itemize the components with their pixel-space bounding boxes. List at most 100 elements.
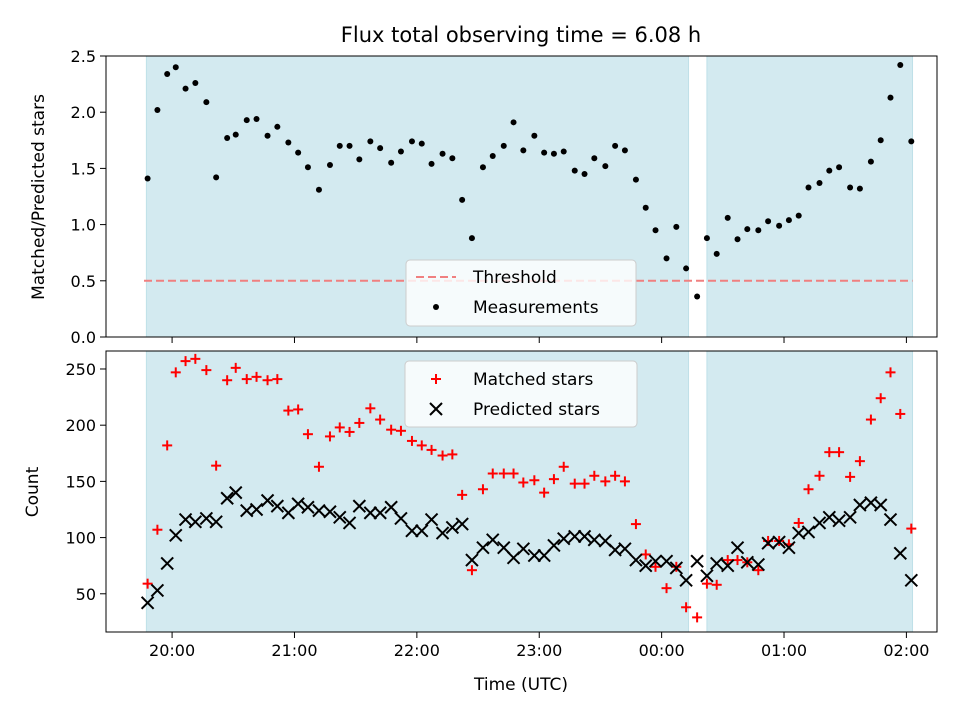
measurement-point bbox=[285, 139, 292, 146]
measurement-point bbox=[805, 184, 812, 191]
matched-star-point bbox=[354, 417, 365, 428]
predicted-star-point bbox=[384, 500, 398, 514]
predicted-star-point bbox=[883, 512, 898, 527]
measurement-point bbox=[144, 175, 151, 182]
measurement-point bbox=[847, 184, 854, 191]
matched-star-point bbox=[251, 371, 262, 382]
matched-star-point bbox=[569, 478, 580, 489]
predicted-star-point bbox=[853, 498, 867, 512]
measurement-point bbox=[459, 196, 466, 203]
predicted-star-point bbox=[730, 540, 745, 555]
matched-star-point bbox=[437, 450, 448, 461]
measurement-point bbox=[785, 217, 792, 224]
measurement-point bbox=[734, 236, 741, 243]
legend-matched-label: Matched stars bbox=[473, 370, 593, 390]
measurement-point bbox=[224, 135, 231, 142]
matched-star-point bbox=[640, 549, 651, 560]
observing-window-1 bbox=[706, 350, 914, 633]
measurement-point bbox=[172, 64, 179, 71]
matched-star-point bbox=[692, 612, 703, 623]
predicted-star-point bbox=[832, 514, 846, 528]
predicted-star-point bbox=[864, 496, 878, 510]
predicted-star-point bbox=[709, 556, 724, 571]
predicted-star-point bbox=[812, 516, 827, 530]
predicted-star-point bbox=[160, 556, 174, 571]
matched-star-point bbox=[610, 470, 621, 481]
x-tick-label: 02:00 bbox=[883, 641, 929, 660]
x-tick-label: 22:00 bbox=[394, 641, 440, 660]
matched-star-point bbox=[895, 408, 906, 419]
measurement-point bbox=[663, 255, 670, 262]
measurement-point bbox=[621, 147, 628, 154]
measurement-point bbox=[397, 148, 404, 155]
matched-star-point bbox=[152, 524, 163, 535]
matched-star-point bbox=[579, 478, 590, 489]
y-tick-label: 200 bbox=[65, 416, 96, 435]
y-tick-label: 250 bbox=[65, 360, 96, 379]
matched-star-point bbox=[241, 374, 252, 385]
measurement-point bbox=[571, 167, 578, 174]
bottom-legend: Matched stars Predicted stars bbox=[404, 360, 638, 428]
predicted-star-point bbox=[629, 553, 643, 567]
matched-star-point bbox=[190, 353, 201, 364]
matched-star-point bbox=[701, 578, 712, 589]
y-tick-label: 2.5 bbox=[71, 47, 96, 66]
y-tick-label: 150 bbox=[65, 472, 96, 491]
measurement-point bbox=[449, 155, 456, 162]
matched-star-point bbox=[466, 565, 477, 576]
matched-star-point bbox=[875, 393, 886, 404]
predicted-star-point bbox=[465, 553, 479, 567]
matched-star-point bbox=[558, 461, 569, 472]
matched-star-point bbox=[508, 468, 519, 479]
measurement-point bbox=[755, 227, 762, 234]
matched-star-point bbox=[834, 447, 845, 458]
predicted-star-point bbox=[394, 511, 408, 526]
matched-star-point bbox=[498, 468, 509, 479]
matched-star-point bbox=[406, 435, 417, 446]
y-tick-label: 0.0 bbox=[71, 328, 96, 347]
measurement-point bbox=[418, 140, 425, 147]
legend-threshold-label: Threshold bbox=[472, 268, 557, 288]
matched-star-point bbox=[885, 367, 896, 378]
measurement-point bbox=[468, 235, 475, 242]
predicted-star-point bbox=[547, 538, 561, 553]
matched-star-point bbox=[906, 523, 917, 534]
matched-star-point bbox=[865, 414, 876, 425]
predicted-star-point bbox=[568, 529, 582, 544]
matched-star-point bbox=[313, 461, 324, 472]
matched-star-point bbox=[262, 375, 273, 386]
matched-star-point bbox=[201, 365, 212, 376]
measurement-point bbox=[591, 155, 598, 162]
y-tick-label: 1.5 bbox=[71, 159, 96, 178]
x-axis-label: Time (UTC) bbox=[473, 675, 568, 695]
matched-star-point bbox=[162, 440, 173, 451]
measurement-point bbox=[428, 160, 435, 167]
matched-star-point bbox=[753, 565, 764, 576]
matched-star-point bbox=[375, 414, 386, 425]
measurement-point bbox=[510, 119, 517, 126]
matched-star-point bbox=[365, 403, 376, 414]
measurement-point bbox=[724, 214, 731, 221]
measurement-point bbox=[500, 142, 507, 149]
predicted-star-point bbox=[751, 557, 766, 572]
measurement-point bbox=[164, 70, 171, 77]
measurement-point bbox=[816, 180, 823, 187]
measurement-point bbox=[264, 132, 271, 139]
predicted-star-point bbox=[761, 536, 775, 550]
measurement-point bbox=[744, 226, 751, 233]
predicted-star-point bbox=[199, 511, 214, 526]
matched-star-point bbox=[600, 476, 611, 487]
matched-star-point bbox=[324, 431, 335, 442]
predicted-star-point bbox=[618, 542, 632, 556]
matched-star-point bbox=[293, 404, 304, 415]
matched-star-point bbox=[619, 476, 630, 487]
measurement-point bbox=[489, 153, 496, 160]
matched-star-point bbox=[283, 405, 294, 416]
measurement-point bbox=[908, 138, 915, 145]
measurement-point bbox=[346, 142, 353, 149]
predicted-star-point bbox=[801, 525, 816, 539]
top-frame bbox=[105, 55, 938, 338]
measurement-point bbox=[602, 163, 609, 170]
predicted-star-point bbox=[229, 485, 243, 500]
y-tick-label: 100 bbox=[65, 529, 96, 548]
